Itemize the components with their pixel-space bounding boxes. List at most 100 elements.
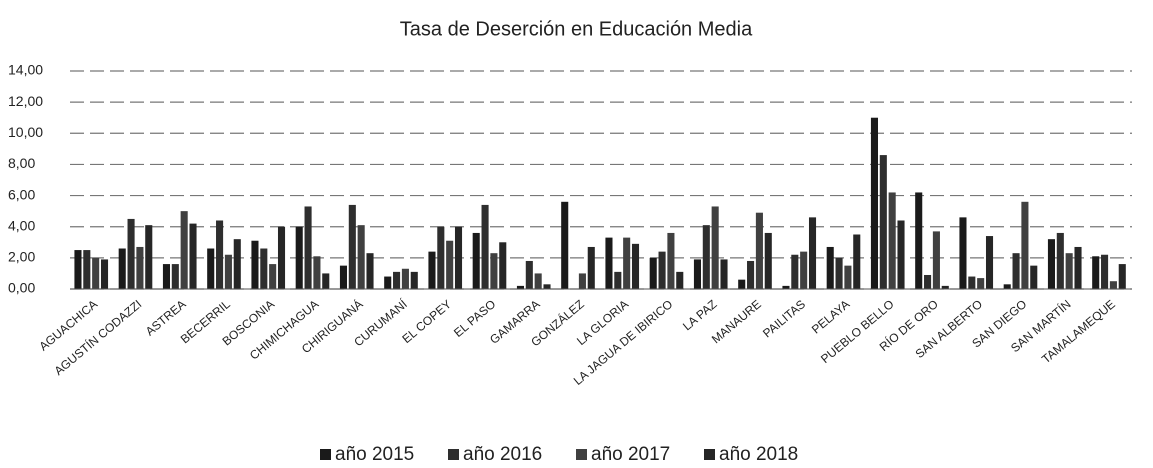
- bar: [631, 243, 640, 289]
- bar: [747, 260, 755, 289]
- bar: [162, 264, 171, 289]
- chart-title: Tasa de Deserción en Educación Media: [400, 18, 753, 40]
- bar: [313, 256, 321, 289]
- legend-swatch: [448, 449, 459, 460]
- bar: [1074, 246, 1082, 289]
- y-tick-label: 10,00: [8, 124, 43, 140]
- bar: [879, 155, 887, 289]
- bar: [499, 242, 507, 289]
- bar: [720, 259, 728, 289]
- legend-swatch: [320, 449, 331, 460]
- y-tick-label: 6,00: [8, 186, 35, 202]
- bar: [428, 251, 436, 289]
- bar: [410, 271, 418, 289]
- bar: [623, 237, 631, 289]
- bar: [808, 217, 817, 289]
- bar: [897, 220, 905, 289]
- bar: [83, 250, 91, 289]
- bar: [304, 206, 312, 289]
- bar: [676, 271, 684, 289]
- bar: [1109, 281, 1117, 289]
- bar: [446, 240, 454, 289]
- bar: [1065, 253, 1073, 289]
- bar: [658, 251, 666, 289]
- bar: [348, 204, 356, 289]
- bar: [207, 248, 215, 289]
- bar: [100, 259, 109, 289]
- bar: [366, 253, 374, 289]
- bar: [277, 226, 286, 289]
- bar: [888, 192, 896, 289]
- bar: [985, 236, 994, 289]
- bar: [605, 237, 613, 289]
- x-tick-label: PELAYA: [809, 297, 852, 337]
- bar: [649, 257, 657, 289]
- bar: [516, 285, 525, 289]
- bar: [1101, 254, 1109, 289]
- bar: [1092, 256, 1100, 289]
- y-tick-label: 4,00: [8, 217, 35, 233]
- bar: [1056, 232, 1064, 289]
- bar: [844, 265, 852, 289]
- bar: [587, 246, 595, 289]
- bar: [702, 225, 710, 289]
- bar: [437, 226, 445, 289]
- bar: [481, 204, 489, 289]
- bar: [1021, 201, 1029, 289]
- bar: [932, 231, 940, 289]
- y-tick-label: 14,00: [8, 62, 43, 78]
- bar: [711, 206, 719, 289]
- bar: [145, 225, 153, 289]
- y-tick-label: 2,00: [8, 249, 35, 265]
- bar: [977, 278, 985, 289]
- bar: [401, 268, 409, 289]
- x-tick-label: LA PAZ: [680, 297, 719, 333]
- bar: [941, 285, 949, 289]
- y-tick-label: 8,00: [8, 155, 35, 171]
- bar: [189, 223, 197, 289]
- bar: [959, 217, 967, 289]
- legend-label: año 2016: [463, 444, 542, 465]
- bar: [853, 234, 861, 289]
- bar: [472, 232, 480, 289]
- bar: [224, 254, 232, 289]
- legend-swatch: [704, 449, 715, 460]
- bar: [1003, 284, 1011, 289]
- bar: [561, 201, 569, 289]
- legend-swatch: [576, 449, 587, 460]
- bar: [339, 265, 348, 289]
- bar: [251, 240, 259, 289]
- legend-label: año 2017: [591, 444, 670, 465]
- bar: [755, 212, 763, 289]
- bar: [127, 218, 135, 289]
- bar: [269, 264, 277, 289]
- x-tick-label: MANAURE: [709, 297, 764, 346]
- bar: [578, 273, 586, 289]
- bar: [1118, 264, 1126, 289]
- legend-label: año 2018: [719, 444, 798, 465]
- x-tick-label: EL COPEY: [399, 297, 454, 346]
- bar: [791, 254, 799, 289]
- bar: [667, 232, 675, 289]
- bar: [384, 276, 392, 289]
- bar: [1012, 253, 1020, 289]
- bar: [1047, 239, 1056, 289]
- bar: [92, 257, 100, 289]
- bar: [534, 273, 542, 289]
- y-tick-label: 0,00: [8, 280, 35, 296]
- bar: [216, 220, 224, 289]
- bar: [924, 274, 932, 289]
- bar: [74, 250, 82, 289]
- bar: [800, 251, 808, 289]
- bar: [826, 246, 834, 289]
- bar: [782, 285, 790, 289]
- bar: [136, 246, 144, 289]
- bar: [490, 253, 498, 289]
- bar: [357, 225, 365, 289]
- bar: [915, 192, 923, 289]
- bar: [180, 211, 188, 289]
- bar: [543, 284, 551, 289]
- x-tick-label: PAILITAS: [760, 297, 808, 340]
- bar: [1030, 265, 1038, 289]
